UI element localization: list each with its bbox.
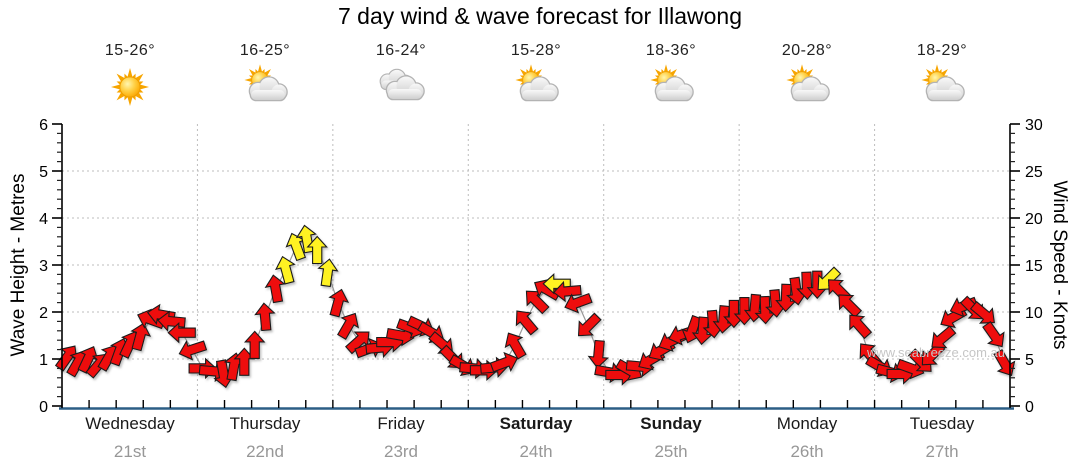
page-title: 7 day wind & wave forecast for Illawong <box>338 3 742 29</box>
day-header-saturday: 15-28° <box>476 42 596 115</box>
svg-text:5: 5 <box>1025 352 1034 369</box>
temp-range-label: 20-28° <box>781 42 833 59</box>
svg-text:25: 25 <box>1025 164 1043 181</box>
day-header-sunday: 18-36° <box>611 42 731 115</box>
right-axis-title: Wind Speed - Knots <box>1049 180 1070 350</box>
temp-range-label: 15-28° <box>510 42 562 59</box>
day-label-tuesday: Tuesday <box>909 414 975 433</box>
day-date-sunday: 25th <box>654 442 688 461</box>
svg-text:30: 30 <box>1025 117 1043 134</box>
left-axis-title: Wave Height - Metres <box>8 173 29 357</box>
day-header-thursday: 16-25° <box>205 42 325 115</box>
svg-text:2: 2 <box>39 305 48 322</box>
svg-text:3: 3 <box>39 258 48 275</box>
day-header-monday: 20-28° <box>747 42 867 115</box>
svg-text:20: 20 <box>1025 211 1043 228</box>
day-label-monday: Monday <box>776 414 838 433</box>
svg-text:0: 0 <box>39 399 48 416</box>
svg-text:6: 6 <box>39 117 48 134</box>
temp-range-label: 15-26° <box>104 42 156 59</box>
day-header-friday: 16-24° <box>341 42 461 115</box>
temp-range-label: 18-29° <box>916 42 968 59</box>
svg-text:1: 1 <box>39 352 48 369</box>
day-header-tuesday: 18-29° <box>882 42 1002 115</box>
day-label-thursday: Thursday <box>229 414 301 433</box>
day-date-friday: 23rd <box>383 442 419 461</box>
svg-text:10: 10 <box>1025 305 1043 322</box>
day-label-sunday: Sunday <box>640 414 702 433</box>
day-date-monday: 26th <box>790 442 824 461</box>
svg-text:15: 15 <box>1025 258 1043 275</box>
temp-range-label: 16-24° <box>375 42 427 59</box>
watermark: www.seabreeze.com.au <box>866 345 1005 360</box>
svg-text:0: 0 <box>1025 399 1034 416</box>
svg-text:5: 5 <box>39 164 48 181</box>
temp-range-label: 16-25° <box>239 42 291 59</box>
svg-text:4: 4 <box>39 211 48 228</box>
day-label-friday: Friday <box>377 414 425 433</box>
day-date-tuesday: 27th <box>925 442 959 461</box>
day-date-wednesday: 21st <box>113 442 147 461</box>
day-header-wednesday: 15-26° <box>70 42 190 115</box>
temp-range-label: 18-36° <box>645 42 697 59</box>
day-label-saturday: Saturday <box>499 414 573 433</box>
day-date-thursday: 22nd <box>246 442 284 461</box>
day-label-wednesday: Wednesday <box>85 414 175 433</box>
day-date-saturday: 24th <box>519 442 553 461</box>
